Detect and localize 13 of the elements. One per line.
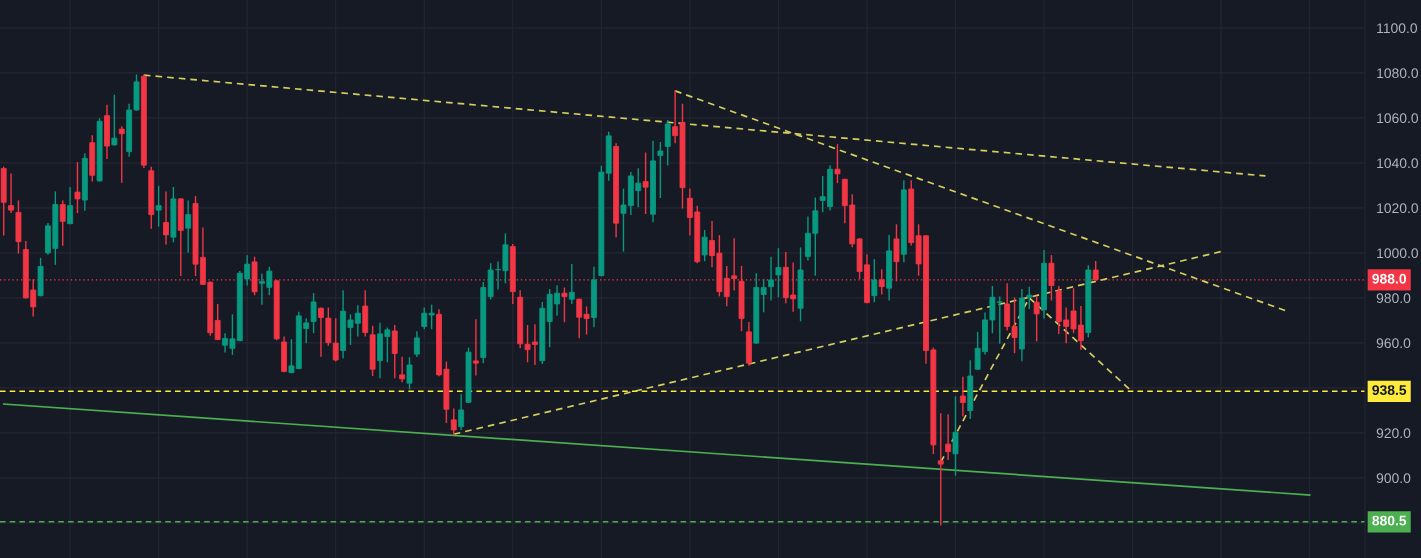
y-tick-label: 1000.0 (1377, 248, 1419, 259)
y-tick-label: 1040.0 (1377, 158, 1419, 169)
y-tick-label: 1020.0 (1377, 203, 1419, 214)
y-tick-label: 1100.0 (1377, 23, 1418, 34)
y-tick-label: 1060.0 (1377, 113, 1419, 124)
y-tick-label: 920.0 (1376, 428, 1411, 439)
ref-line-label: 988.0 (1372, 273, 1407, 284)
y-tick-label: 900.0 (1376, 473, 1411, 484)
y-tick-label: 960.0 (1376, 338, 1411, 349)
ref-line-label: 880.5 (1372, 515, 1407, 526)
y-tick-label: 1080.0 (1377, 68, 1419, 79)
ref-line-label: 938.5 (1372, 385, 1407, 396)
y-tick-label: 980.0 (1376, 293, 1411, 304)
